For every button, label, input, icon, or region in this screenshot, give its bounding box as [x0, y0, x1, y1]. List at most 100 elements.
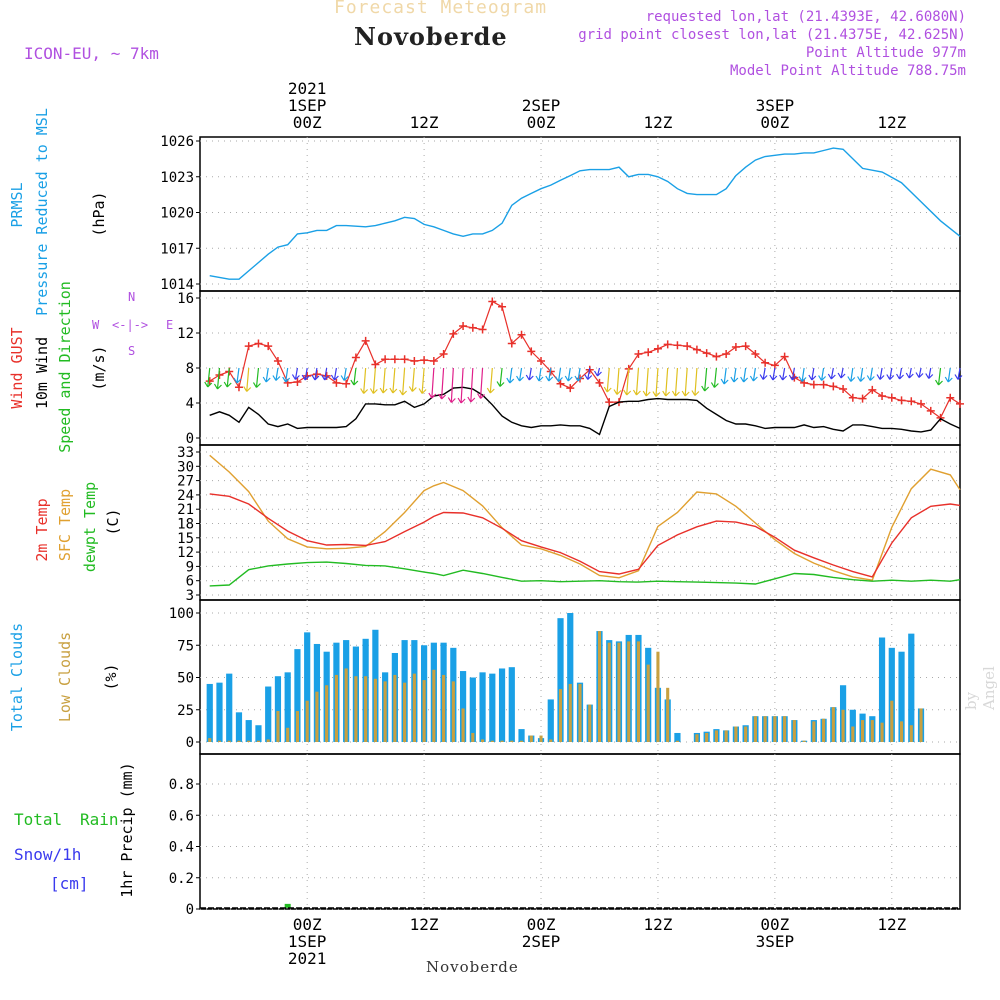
- low-clouds-bar: [500, 740, 504, 742]
- wind-direction-arrow: [691, 367, 700, 396]
- total-clouds-bar: [567, 613, 574, 742]
- compass-north: N: [128, 290, 136, 304]
- time-label-bottom: 12Z: [410, 915, 439, 934]
- gust-marker: [332, 378, 341, 387]
- gust-marker: [381, 355, 390, 364]
- low-clouds-bar: [724, 730, 728, 742]
- wind-direction-arrow: [360, 367, 369, 394]
- y-tick-label: 0: [186, 735, 194, 751]
- compass-east: E: [166, 318, 174, 332]
- gust-marker: [878, 392, 887, 400]
- y-tick-label: 1026: [160, 134, 194, 150]
- total-clouds-bar: [518, 729, 525, 742]
- wind-direction-arrow: [652, 367, 661, 397]
- low-clouds-bar: [909, 725, 913, 742]
- total-clouds-bar: [557, 618, 564, 742]
- gust-marker: [712, 352, 721, 361]
- ylabel-direction: Speed and Direction: [56, 281, 74, 453]
- low-clouds-bar: [451, 681, 455, 742]
- total-clouds-bar: [888, 647, 895, 742]
- gust-marker: [342, 379, 351, 388]
- y-tick-label: 4: [186, 396, 194, 412]
- header-subtitle: Forecast Meteogram: [334, 0, 548, 18]
- wind-direction-arrow: [934, 367, 943, 386]
- time-label-bottom: 2021: [288, 949, 327, 968]
- total-clouds-bar: [479, 672, 486, 742]
- low-clouds-bar: [763, 716, 767, 742]
- wind-direction-arrow: [876, 367, 885, 380]
- wind-direction-arrow: [506, 367, 515, 384]
- wind-direction-arrow: [944, 367, 953, 383]
- low-clouds-bar: [519, 740, 524, 742]
- low-clouds-bar: [870, 720, 874, 742]
- total-clouds-bar: [226, 673, 233, 742]
- low-clouds-bar: [403, 682, 407, 742]
- gust-marker: [595, 378, 604, 387]
- ylabel-percent: (%): [102, 663, 120, 690]
- total-clouds-bar: [245, 720, 252, 742]
- wind-direction-arrow: [642, 367, 651, 397]
- wind-direction-arrow: [769, 367, 778, 381]
- total-clouds-bar: [274, 676, 282, 742]
- rain-bar: [284, 903, 291, 908]
- time-label-bottom: 12Z: [877, 915, 906, 934]
- low-clouds-bar: [471, 732, 475, 742]
- gust-marker: [390, 355, 399, 364]
- gust-marker: [488, 297, 497, 306]
- panel-frame-temperature: [199, 444, 961, 601]
- low-clouds-bar: [227, 740, 231, 742]
- low-clouds-bar: [636, 641, 641, 742]
- gust-marker: [498, 302, 507, 311]
- low-clouds-bar: [841, 709, 845, 742]
- gust-marker: [819, 380, 828, 389]
- gust-marker: [400, 355, 409, 364]
- wind-direction-arrow: [252, 367, 261, 388]
- gust-marker: [410, 357, 419, 365]
- low-clouds-bar: [354, 676, 358, 742]
- ylabel-pressure: Pressure Reduced to MSL: [33, 108, 51, 316]
- wind-direction-arrow: [818, 367, 827, 381]
- time-label-bottom: 12Z: [643, 915, 672, 934]
- ylabel-gust: Wind GUST: [8, 327, 26, 408]
- gust-marker: [468, 323, 477, 332]
- wind-direction-arrow: [749, 367, 758, 382]
- total-clouds-bar: [235, 712, 243, 742]
- wind-direction-arrow: [330, 367, 339, 381]
- low-clouds-bar: [217, 740, 222, 742]
- low-clouds-bar: [734, 726, 738, 742]
- y-tick-label: 0: [186, 902, 194, 918]
- pressure-line: [209, 147, 961, 280]
- total-clouds-bar: [508, 667, 515, 742]
- y-tick-label: 0.8: [169, 777, 194, 793]
- low-clouds-bar: [305, 700, 309, 742]
- low-clouds-bar: [490, 740, 494, 742]
- wind-direction-arrow: [954, 367, 963, 380]
- wind-direction-arrow: [788, 367, 797, 381]
- grid-location: grid point closest lon,lat (21.4375E, 42…: [578, 27, 966, 43]
- gust-marker: [644, 348, 653, 357]
- y-tick-label: 33: [177, 445, 194, 461]
- wind-direction-arrow: [593, 367, 602, 377]
- wind-direction-arrow: [243, 367, 252, 392]
- wind-direction-arrow: [272, 367, 281, 381]
- page-title: Novoberde: [354, 22, 508, 51]
- wind-direction-arrow: [457, 367, 466, 404]
- gust-marker: [429, 357, 438, 365]
- low-clouds-bar: [695, 734, 699, 742]
- wind-direction-arrow: [340, 367, 349, 381]
- gust-marker: [751, 350, 760, 358]
- footer-location: Novoberde: [426, 958, 519, 976]
- low-clouds-bar: [237, 740, 241, 742]
- wind-direction-arrow: [681, 367, 690, 397]
- wind-direction-arrow: [311, 367, 320, 381]
- time-label-bottom: 2SEP: [522, 932, 561, 951]
- y-tick-label: 25: [177, 703, 194, 719]
- y-tick-label: 0: [186, 431, 194, 447]
- time-label-bottom: 3SEP: [756, 932, 795, 951]
- wind-direction-arrow: [827, 367, 836, 380]
- y-tick-label: 0.4: [169, 840, 194, 856]
- wind-direction-arrow: [545, 367, 554, 382]
- low-clouds-bar: [802, 740, 806, 742]
- wind-direction-arrow: [759, 367, 768, 380]
- wind-direction-arrow: [477, 367, 485, 399]
